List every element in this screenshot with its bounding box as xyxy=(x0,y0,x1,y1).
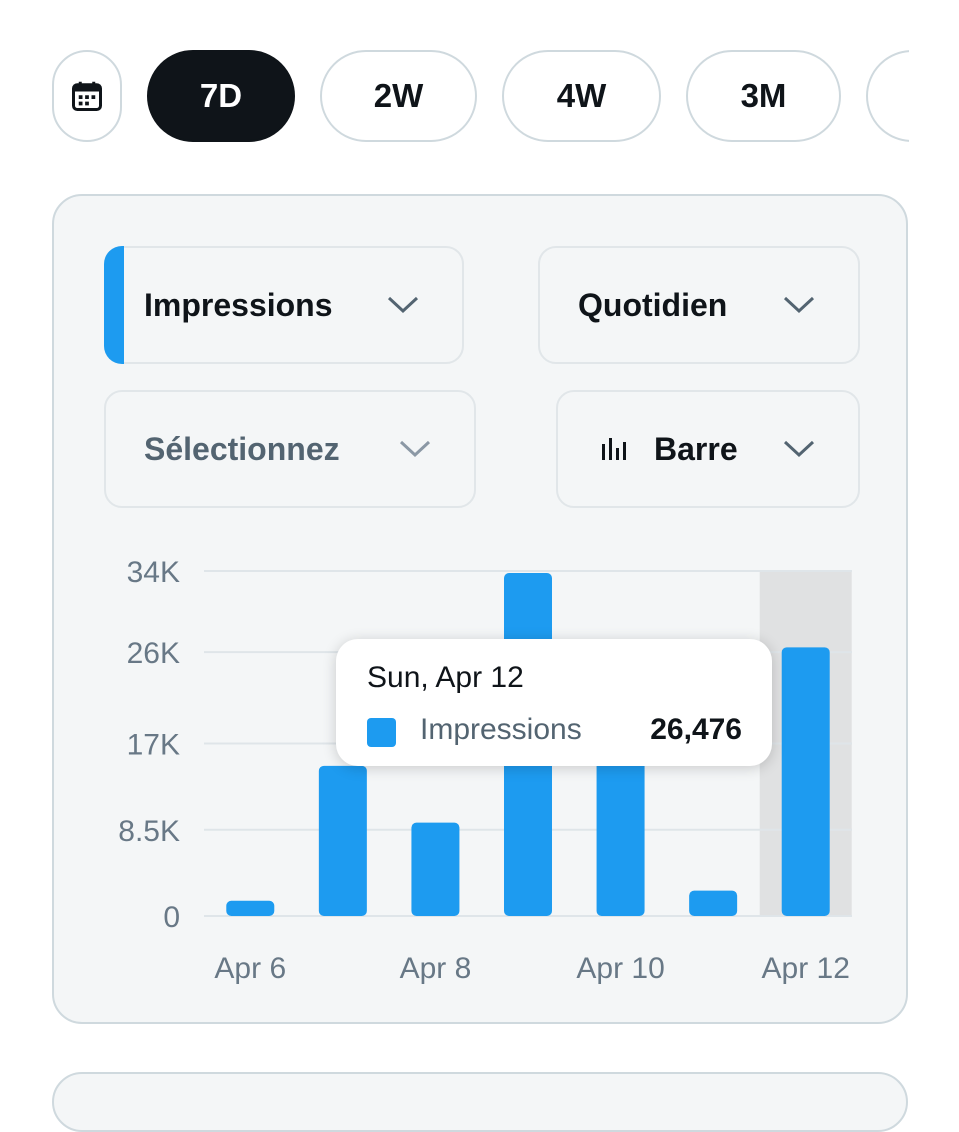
tooltip-series-swatch xyxy=(367,718,396,747)
bar-chart-icon xyxy=(602,438,626,460)
metric-label: Impressions xyxy=(144,286,333,323)
chart-tooltip: Sun, Apr 12 Impressions 26,476 xyxy=(336,639,772,766)
chevron-down-icon xyxy=(387,296,419,314)
x-tick-label: Apr 12 xyxy=(762,952,850,985)
date-range-selector: 7D 2W 4W 3M xyxy=(0,0,909,160)
y-tick-label: 34K xyxy=(127,556,180,589)
calendar-icon xyxy=(72,81,102,111)
next-card xyxy=(52,1072,908,1132)
tooltip-date: Sun, Apr 12 xyxy=(367,661,524,694)
range-7d-button[interactable]: 7D xyxy=(147,50,295,142)
metric-color-indicator xyxy=(104,246,124,364)
range-2w-button[interactable]: 2W xyxy=(320,50,477,142)
chart-type-dropdown[interactable]: Barre xyxy=(556,390,860,508)
tooltip-series-label: Impressions xyxy=(420,713,582,746)
y-tick-label: 26K xyxy=(127,637,180,670)
impressions-bar-chart: 0 8.5K 17K 26K 34K Apr 6 Apr 8 Apr 10 Apr 12 xyxy=(118,556,852,985)
chart-type-label: Barre xyxy=(654,430,738,467)
tooltip-value: 26,476 xyxy=(650,713,742,746)
chevron-down-icon xyxy=(399,440,431,458)
compare-dropdown[interactable]: Sélectionnez xyxy=(104,390,476,508)
y-tick-label: 17K xyxy=(127,729,180,762)
interval-dropdown[interactable]: Quotidien xyxy=(538,246,860,364)
metric-dropdown[interactable]: Impressions xyxy=(104,246,464,364)
x-tick-label: Apr 6 xyxy=(214,952,286,985)
y-tick-label: 0 xyxy=(163,901,180,934)
bar-apr-11 xyxy=(689,890,738,916)
range-4w-button[interactable]: 4W xyxy=(502,50,661,142)
bar-apr-8 xyxy=(411,822,460,916)
y-tick-label: 8.5K xyxy=(118,815,180,848)
bar-apr-6 xyxy=(226,900,275,916)
x-tick-label: Apr 8 xyxy=(400,952,472,985)
x-tick-label: Apr 10 xyxy=(576,952,664,985)
bar-apr-7 xyxy=(318,765,367,916)
calendar-button[interactable] xyxy=(52,50,122,142)
range-3m-button[interactable]: 3M xyxy=(686,50,841,142)
bar-apr-12 xyxy=(781,647,830,916)
interval-label: Quotidien xyxy=(578,286,728,323)
chevron-down-icon xyxy=(783,440,815,458)
compare-label: Sélectionnez xyxy=(144,430,340,467)
chevron-down-icon xyxy=(783,296,815,314)
